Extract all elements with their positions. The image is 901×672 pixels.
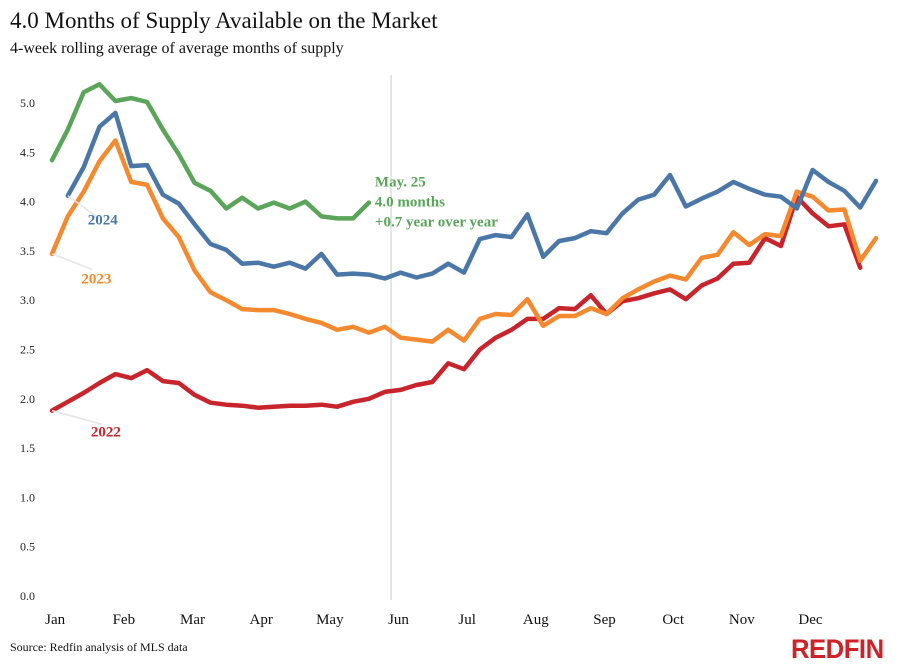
y-tick-label: 4.0 <box>20 195 35 209</box>
y-tick-label: 0.5 <box>20 540 35 554</box>
y-tick-label: 3.5 <box>20 244 35 258</box>
redfin-logo: REDFIN <box>791 634 884 664</box>
annotation: May. 25 4.0 months +0.7 year over year <box>375 175 498 231</box>
y-tick-label: 0.0 <box>20 589 35 603</box>
series-label-2022: 2022 <box>91 424 121 440</box>
series-2025-line <box>49 82 372 221</box>
y-tick-label: 5.0 <box>20 96 35 110</box>
series-label-leader <box>51 409 103 425</box>
x-tick-label: May <box>316 612 344 628</box>
chart-title: 4.0 Months of Supply Available on the Ma… <box>10 8 438 33</box>
series-2023-line <box>49 138 879 344</box>
x-axis: Jan Feb Mar Apr May Jun Jul Aug Sep Oct Nov Dec <box>45 612 823 628</box>
x-tick-label: Aug <box>523 612 549 628</box>
y-tick-label: 4.5 <box>20 145 35 159</box>
x-tick-label: Dec <box>798 612 822 628</box>
x-tick-label: Jun <box>388 612 409 628</box>
x-tick-label: Mar <box>180 612 205 628</box>
x-tick-label: Feb <box>113 612 136 628</box>
series-2024-line <box>65 110 879 281</box>
annotation-line-1: May. 25 <box>375 175 426 191</box>
series-2022-line <box>49 194 863 413</box>
series-labels: 2022 2023 2024 <box>51 195 121 440</box>
x-tick-label: Apr <box>250 612 273 628</box>
series-label-2024: 2024 <box>88 212 119 228</box>
x-tick-label: Oct <box>662 612 684 628</box>
chart-subtitle: 4-week rolling average of average months… <box>10 40 344 57</box>
series-layer <box>49 82 879 413</box>
x-tick-label: Jan <box>45 612 65 628</box>
series-label-2023: 2023 <box>81 271 111 287</box>
annotation-line-2: 4.0 months <box>375 195 445 211</box>
x-tick-label: Sep <box>593 612 616 628</box>
x-tick-label: Jul <box>458 612 476 628</box>
y-axis: 0.0 0.5 1.0 1.5 2.0 2.5 3.0 3.5 4.0 4.5 5.0 <box>20 96 35 603</box>
y-tick-label: 1.0 <box>20 490 35 504</box>
y-tick-label: 2.0 <box>20 392 35 406</box>
y-tick-label: 3.0 <box>20 293 35 307</box>
source-note: Source: Redfin analysis of MLS data <box>10 640 188 654</box>
y-tick-label: 2.5 <box>20 343 35 357</box>
series-label-leader <box>67 195 100 219</box>
y-tick-label: 1.5 <box>20 441 35 455</box>
annotation-line-3: +0.7 year over year <box>375 215 498 231</box>
x-tick-label: Nov <box>729 612 755 628</box>
series-label-leader <box>51 253 93 271</box>
